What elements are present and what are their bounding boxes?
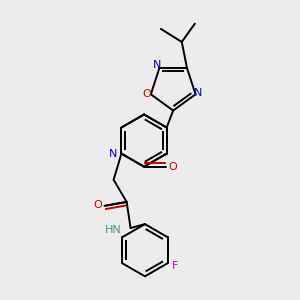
Text: O: O (142, 89, 151, 99)
Text: O: O (94, 200, 102, 209)
Text: N: N (153, 60, 161, 70)
Text: N: N (109, 148, 118, 159)
Text: HN: HN (105, 225, 122, 235)
Text: F: F (172, 261, 178, 271)
Text: N: N (194, 88, 202, 98)
Text: O: O (168, 162, 177, 172)
